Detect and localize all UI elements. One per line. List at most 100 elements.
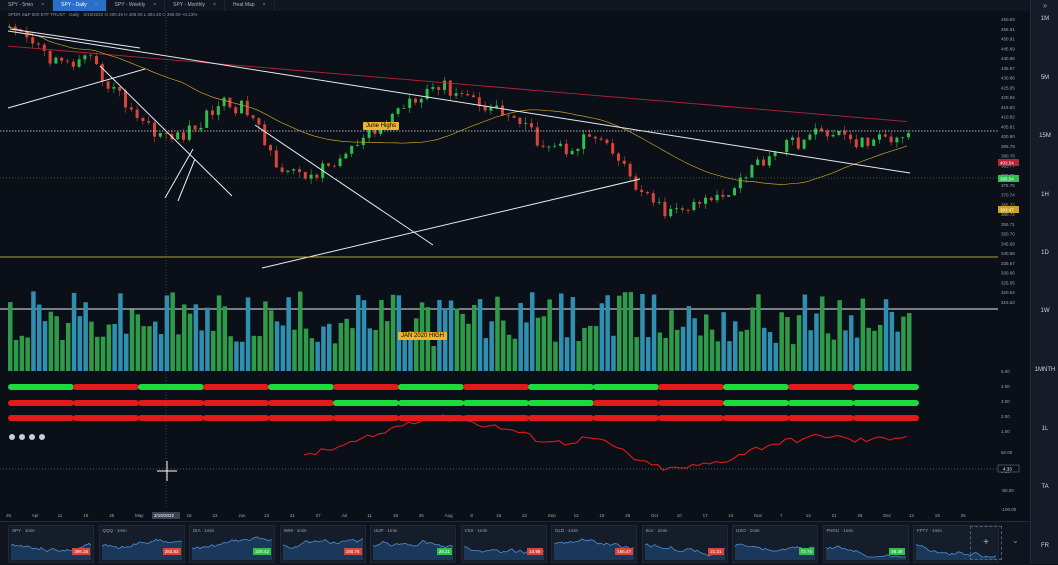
candle-body bbox=[501, 105, 504, 116]
mini-chart-2[interactable]: DIA · 1min 328.42 bbox=[189, 525, 275, 563]
tab-3[interactable]: SPY - Monthly × bbox=[165, 0, 225, 11]
volume-bar bbox=[402, 338, 407, 371]
timeframe-ta[interactable]: TA bbox=[1041, 484, 1049, 490]
tab-1[interactable]: SPY - Daily × bbox=[53, 0, 107, 11]
trend-line bbox=[261, 178, 641, 269]
mini-chart-5[interactable]: VXX · 1min 14.96 bbox=[460, 525, 547, 563]
mini-chart-9[interactable]: FNGU · 1min 56.36 bbox=[822, 525, 909, 563]
candle-body bbox=[860, 137, 864, 148]
candle-body bbox=[257, 118, 261, 125]
candle-body bbox=[60, 57, 64, 61]
mini-chart-title: FNGU · 1min bbox=[826, 528, 854, 533]
mini-chart-7[interactable]: SLV · 1min 21.21 bbox=[641, 525, 728, 563]
x-axis-tick: 16 bbox=[187, 513, 193, 518]
volume-bar bbox=[762, 327, 767, 371]
signal-band bbox=[463, 415, 529, 421]
indicator-eye-icon[interactable] bbox=[19, 434, 25, 440]
candle-body bbox=[228, 97, 232, 108]
price-chart[interactable]: 460.93 455.91 450.91 445.89 440.88 435.87 430.… bbox=[0, 11, 1030, 521]
june-highs-label: June Highs bbox=[363, 122, 400, 130]
signal-band bbox=[528, 415, 594, 421]
close-tab-icon[interactable]: × bbox=[153, 2, 157, 8]
band-axis-tick: 3.00 bbox=[1001, 399, 1010, 404]
timeframe-1l[interactable]: 1L bbox=[1041, 426, 1049, 432]
mini-chart-title: DIA · 1min bbox=[193, 528, 215, 533]
candle-body bbox=[124, 90, 127, 108]
volume-bar bbox=[843, 330, 848, 371]
volume-bar bbox=[727, 341, 732, 371]
mini-chart-1[interactable]: QQQ · 1min 283.83 bbox=[98, 525, 185, 563]
volume-bar bbox=[89, 321, 94, 371]
timeframe-fr[interactable]: FR bbox=[1041, 543, 1049, 549]
timeframe-1m[interactable]: 1M bbox=[1040, 16, 1050, 22]
close-tab-icon[interactable]: × bbox=[213, 2, 216, 8]
candle-body bbox=[153, 122, 156, 137]
candle-body bbox=[205, 110, 209, 128]
candle-body bbox=[303, 172, 307, 179]
mini-chart-3[interactable]: IWM · 1min 180.76 bbox=[279, 525, 366, 563]
price-tick: 395.79 bbox=[1001, 144, 1015, 149]
volume-bar bbox=[744, 329, 750, 371]
close-tab-icon[interactable]: × bbox=[41, 2, 45, 8]
candle-body bbox=[791, 137, 794, 140]
close-tab-icon[interactable]: × bbox=[94, 2, 98, 8]
candle-body bbox=[112, 87, 116, 89]
volume-bar bbox=[524, 322, 529, 371]
x-cursor-box bbox=[152, 512, 180, 519]
candle-body bbox=[680, 208, 684, 210]
price-tick: 415.83 bbox=[1001, 105, 1015, 110]
mini-chart-10[interactable]: FFTY · 1min bbox=[913, 525, 999, 563]
mini-chart-4[interactable]: UUP · 1min 28.21 bbox=[370, 525, 456, 563]
volume-bar bbox=[698, 335, 703, 371]
mini-chart-8[interactable]: USO · 1min 72.74 bbox=[732, 525, 818, 563]
indicator-settings-icon[interactable] bbox=[9, 434, 15, 440]
candle-body bbox=[883, 134, 887, 137]
collapse-panel-icon[interactable]: » bbox=[1042, 1, 1048, 10]
mini-chart-price: 72.74 bbox=[798, 548, 814, 555]
candle-body bbox=[535, 127, 539, 146]
timeframe-5m[interactable]: 5M bbox=[1040, 75, 1050, 81]
price-tag: 395.54 bbox=[1000, 177, 1014, 182]
volume-bar bbox=[211, 330, 216, 371]
volume-bar bbox=[472, 304, 477, 371]
candle-body bbox=[158, 133, 162, 137]
rsi-line bbox=[303, 414, 908, 472]
volume-bar bbox=[240, 341, 245, 371]
tab-4[interactable]: Heat Map × bbox=[225, 0, 275, 11]
timeframe-15m[interactable]: 15M bbox=[1039, 133, 1051, 139]
chevron-down-icon[interactable]: ⌄ bbox=[1012, 536, 1019, 545]
candle-body bbox=[292, 169, 296, 171]
mini-chart-price: 283.83 bbox=[162, 548, 181, 555]
price-tag: 383.47 bbox=[1000, 208, 1014, 213]
mini-chart-0[interactable]: SPY · 1min 396.16 bbox=[8, 525, 94, 563]
mini-chart-6[interactable]: GLD · 1min 166.47 bbox=[551, 525, 637, 563]
volume-bar bbox=[124, 333, 129, 371]
candle-body bbox=[37, 43, 40, 45]
candle-body bbox=[640, 189, 644, 193]
indicator-close-icon[interactable] bbox=[29, 434, 35, 440]
signal-band bbox=[593, 400, 659, 406]
timeframe-1d[interactable]: 1D bbox=[1041, 250, 1049, 256]
timeframe-1h[interactable]: 1H bbox=[1041, 192, 1049, 198]
price-tick: 440.88 bbox=[1001, 56, 1015, 61]
add-chart-button[interactable]: + bbox=[970, 526, 1002, 560]
tab-0[interactable]: SPY - 5min × bbox=[0, 0, 54, 11]
timeframe-1w[interactable]: 1W bbox=[1040, 308, 1050, 314]
volume-bar bbox=[199, 330, 204, 371]
volume-bar bbox=[222, 306, 228, 371]
volume-bar bbox=[715, 341, 721, 371]
ma-long-line bbox=[7, 45, 908, 123]
candle-body bbox=[42, 44, 46, 51]
volume-bar bbox=[791, 344, 796, 371]
tab-2[interactable]: SPY - Weekly × bbox=[107, 0, 166, 11]
x-axis-tick: 12 bbox=[574, 513, 580, 518]
volume-bar bbox=[367, 328, 373, 371]
mini-chart-price: 396.16 bbox=[72, 548, 90, 555]
indicator-more-icon[interactable] bbox=[39, 434, 45, 440]
timeframe-1mnth[interactable]: 1MNTH bbox=[1034, 367, 1056, 373]
close-tab-icon[interactable]: × bbox=[262, 2, 266, 8]
volume-bar bbox=[576, 341, 581, 371]
candle-body bbox=[692, 202, 696, 210]
signal-band bbox=[333, 400, 399, 406]
volume-bar bbox=[373, 329, 378, 371]
